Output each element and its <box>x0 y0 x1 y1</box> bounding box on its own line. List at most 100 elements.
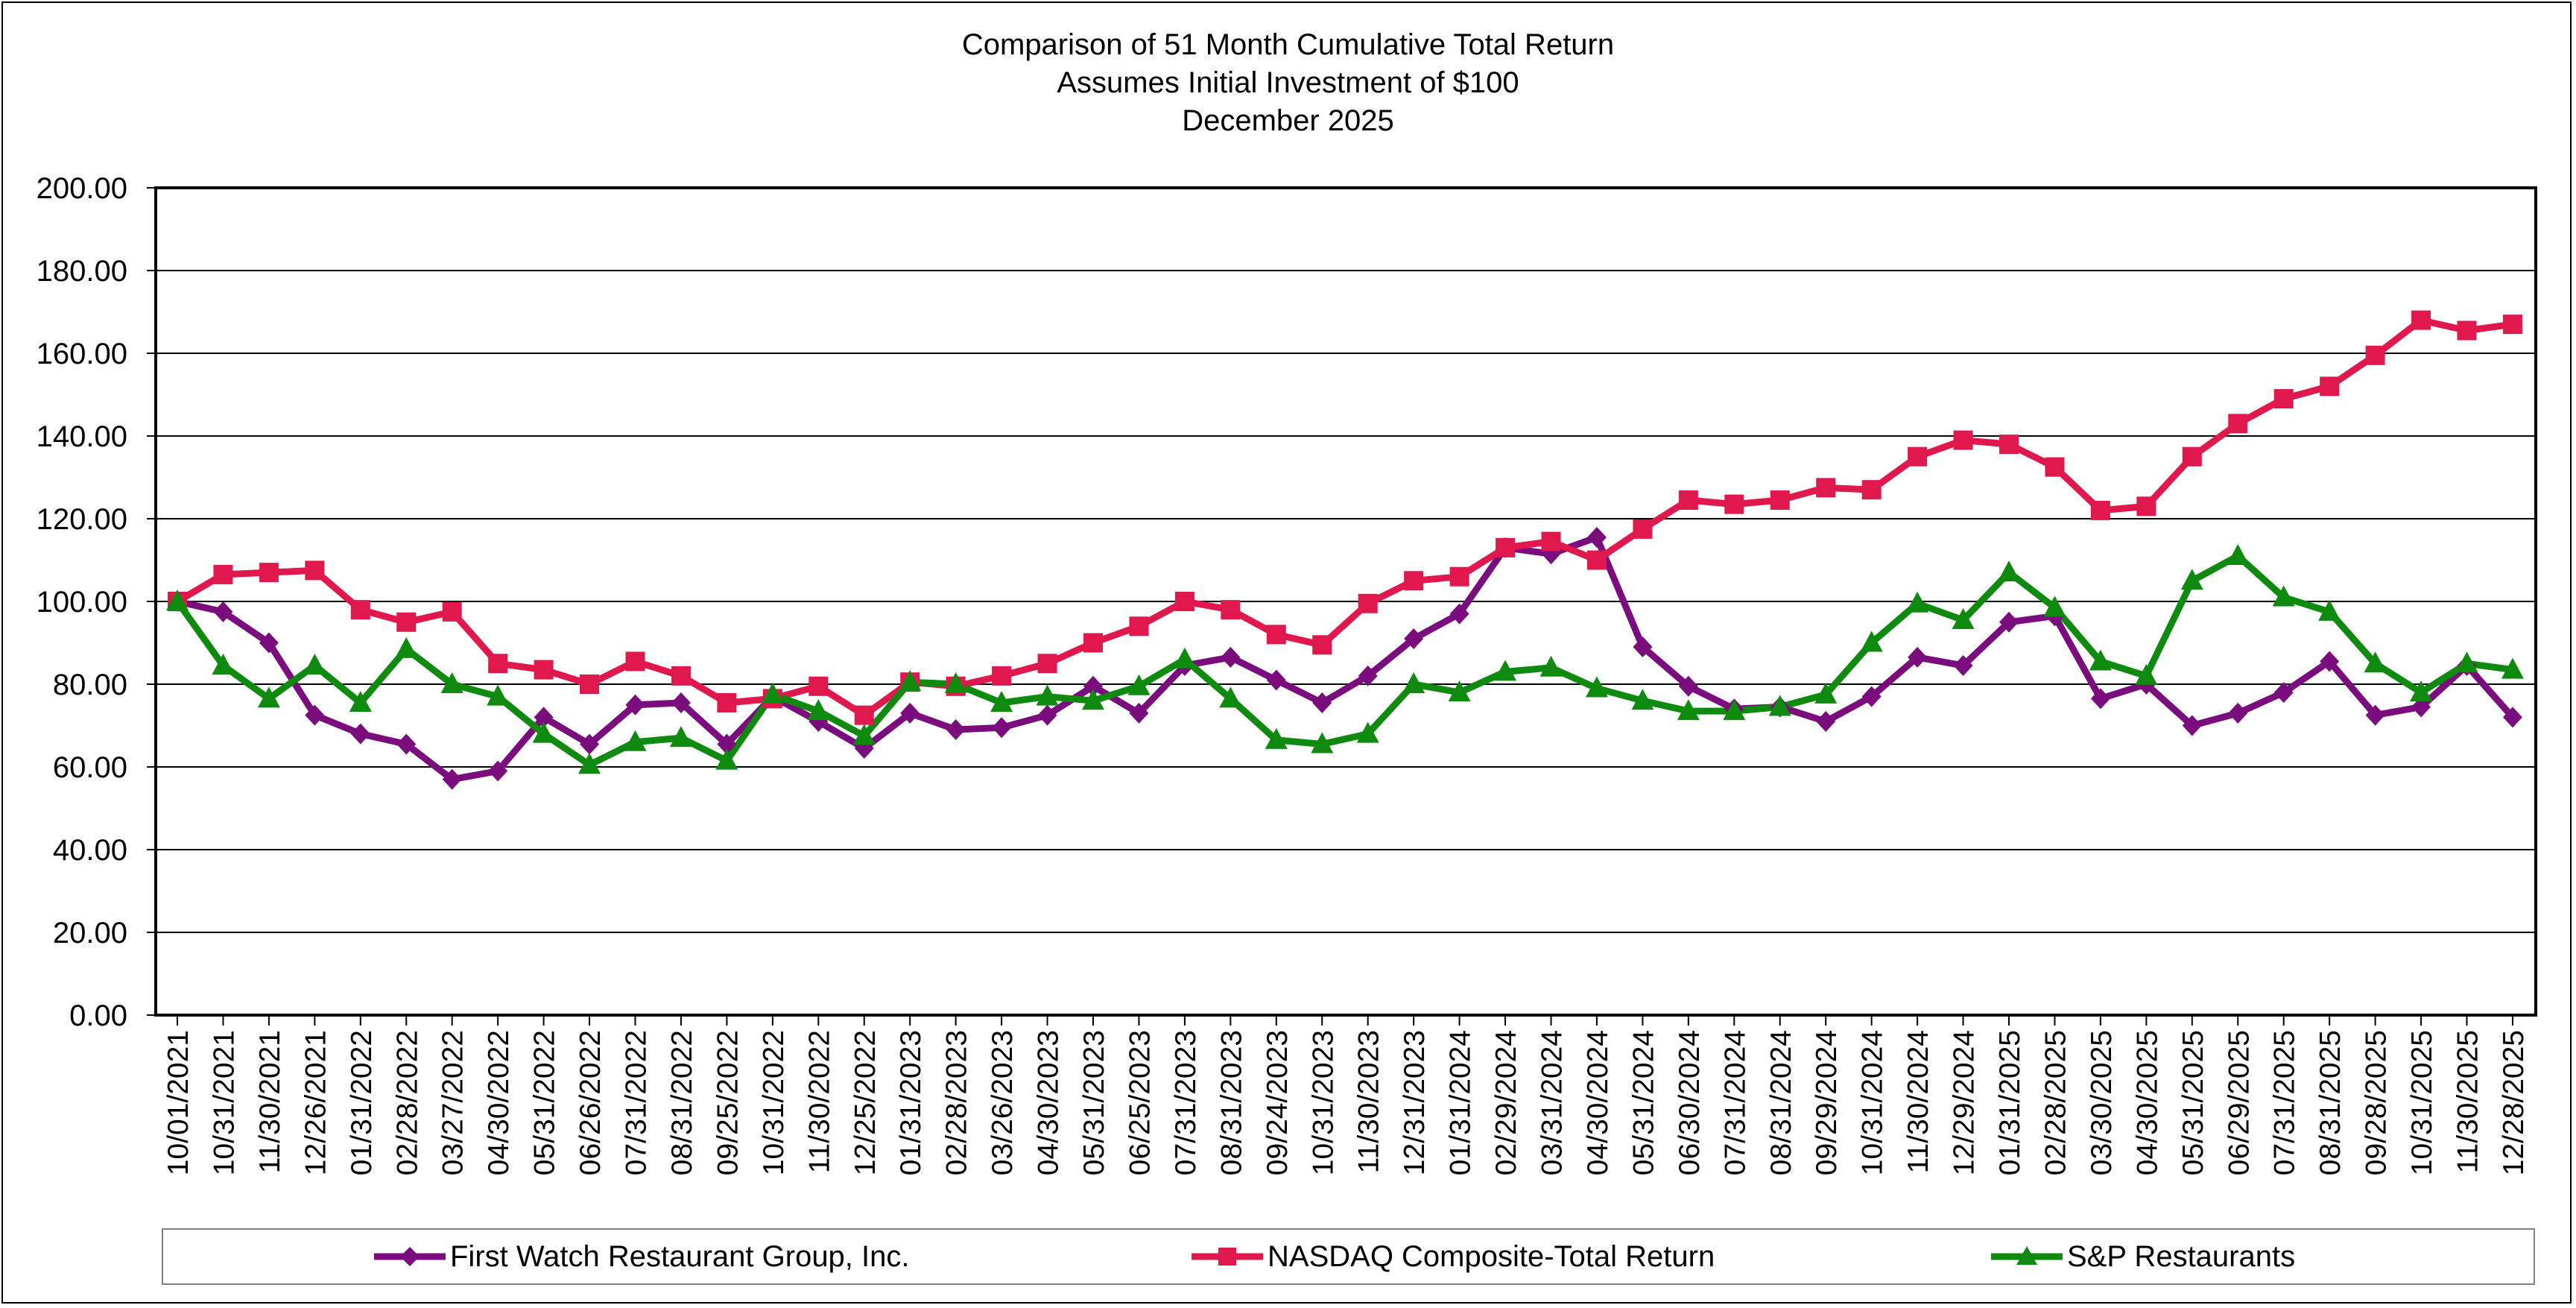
data-point-square <box>854 705 874 725</box>
chart-date: December 2025 <box>1182 104 1394 137</box>
data-point-square <box>305 560 325 581</box>
data-point-diamond <box>946 719 966 741</box>
series-lines <box>166 310 2524 790</box>
data-point-triangle <box>715 748 738 770</box>
legend: First Watch Restaurant Group, Inc. NASDA… <box>162 1228 2535 1285</box>
data-point-triangle <box>1906 591 1929 613</box>
data-point-square <box>1037 654 1057 674</box>
x-axis-ticks: 10/01/2021 10/31/2021 11/30/2021 12/26/2021… <box>162 1015 2530 1175</box>
data-point-triangle <box>1539 655 1563 677</box>
y-tick-label: 100.00 <box>37 586 127 619</box>
data-point-triangle <box>761 682 784 704</box>
data-point-diamond <box>1037 704 1057 726</box>
diamond-marker-icon <box>374 1247 446 1266</box>
data-point-square <box>1129 616 1149 636</box>
data-point-diamond <box>1816 710 1836 732</box>
data-point-triangle <box>257 686 280 708</box>
data-point-triangle <box>1036 684 1059 706</box>
series-line <box>174 317 2516 719</box>
data-point-square <box>1678 490 1698 511</box>
data-point-square <box>2228 414 2248 434</box>
y-tick-label: 140.00 <box>37 420 127 453</box>
line-chart: 0.00 20.00 40.00 60.00 80.00 100.00 120.00 140.… <box>37 172 2537 1175</box>
data-point-diamond <box>259 632 279 654</box>
x-tick-label: 08/31/2025 <box>2314 1030 2346 1175</box>
y-tick-label: 120.00 <box>37 503 127 536</box>
data-point-square <box>534 660 554 680</box>
data-point-diamond <box>1633 636 1653 658</box>
x-tick-label: 12/26/2021 <box>300 1030 332 1175</box>
data-point-triangle <box>852 724 876 745</box>
data-point-square <box>1770 490 1790 511</box>
data-point-triangle <box>1448 680 1471 702</box>
data-point-triangle <box>2364 651 2387 673</box>
data-point-triangle <box>1998 560 2020 582</box>
x-tick-label: 10/01/2021 <box>162 1030 194 1175</box>
data-point-diamond <box>1953 655 1973 677</box>
x-tick-label: 09/25/2022 <box>712 1030 744 1175</box>
data-point-square <box>2320 376 2340 396</box>
x-tick-label: 04/30/2024 <box>1582 1030 1614 1175</box>
data-point-triangle <box>2089 649 2112 671</box>
x-tick-label: 01/31/2024 <box>1445 1030 1477 1175</box>
data-point-triangle <box>990 690 1013 712</box>
data-point-square <box>1174 592 1194 611</box>
x-tick-label: 06/25/2023 <box>1124 1030 1156 1175</box>
data-point-triangle <box>2272 585 2295 607</box>
x-tick-label: 03/31/2024 <box>1537 1030 1569 1175</box>
data-point-triangle <box>487 684 510 706</box>
data-point-triangle <box>1631 689 1654 710</box>
plot-area-border <box>154 186 2537 1017</box>
data-point-square <box>2045 457 2065 477</box>
x-tick-label: 04/30/2025 <box>2131 1030 2163 1175</box>
data-point-diamond <box>488 760 508 782</box>
x-tick-label: 03/30/2025 <box>2086 1030 2118 1175</box>
data-point-triangle <box>1311 732 1334 753</box>
data-point-triangle <box>624 730 647 751</box>
data-point-square <box>1999 435 2019 455</box>
x-tick-label: 04/30/2023 <box>1033 1030 1065 1175</box>
data-point-triangle <box>1173 647 1196 669</box>
chart-title: Comparison of 51 Month Cumulative Total … <box>961 28 1615 61</box>
data-point-diamond <box>2502 707 2522 728</box>
series-line <box>174 534 2516 783</box>
data-point-diamond <box>1404 628 1424 649</box>
data-point-square <box>1724 494 1744 514</box>
legend-item-first-watch: First Watch Restaurant Group, Inc. <box>374 1230 910 1283</box>
x-tick-label: 06/29/2025 <box>2223 1030 2255 1175</box>
series-line-group <box>174 317 2516 783</box>
data-point-triangle <box>2227 543 2250 565</box>
x-tick-label: 05/31/2024 <box>1627 1030 1659 1175</box>
data-point-diamond <box>2411 696 2431 718</box>
y-tick-label: 80.00 <box>53 669 127 701</box>
data-point-triangle <box>1356 721 1379 743</box>
y-tick-label: 160.00 <box>37 338 127 370</box>
data-point-diamond <box>1861 686 1882 707</box>
data-point-diamond <box>992 717 1012 739</box>
data-point-diamond <box>350 723 370 745</box>
data-point-triangle <box>2455 651 2478 673</box>
series-line <box>174 552 2516 768</box>
data-point-square <box>1404 571 1424 591</box>
x-tick-label: 01/31/2025 <box>1994 1030 2026 1175</box>
data-point-triangle <box>1219 686 1242 708</box>
data-point-diamond <box>534 707 554 728</box>
x-tick-label: 02/28/2025 <box>2039 1030 2072 1175</box>
data-point-square <box>442 601 462 622</box>
data-point-square <box>1266 625 1286 645</box>
x-tick-label: 11/30/2022 <box>803 1030 835 1173</box>
x-tick-label: 11/30/2025 <box>2452 1030 2484 1173</box>
data-point-square <box>625 651 645 672</box>
data-point-square <box>1541 531 1561 552</box>
data-point-diamond <box>442 768 462 790</box>
y-tick-label: 200.00 <box>37 172 127 205</box>
data-point-square <box>1861 480 1882 500</box>
y-tick-label: 60.00 <box>53 751 127 784</box>
x-tick-label: 02/28/2023 <box>941 1030 973 1175</box>
x-tick-label: 10/31/2022 <box>758 1030 790 1175</box>
data-point-square <box>396 612 417 632</box>
data-point-triangle <box>2043 595 2066 617</box>
data-point-diamond <box>2090 688 2110 710</box>
data-point-square <box>1221 600 1241 620</box>
